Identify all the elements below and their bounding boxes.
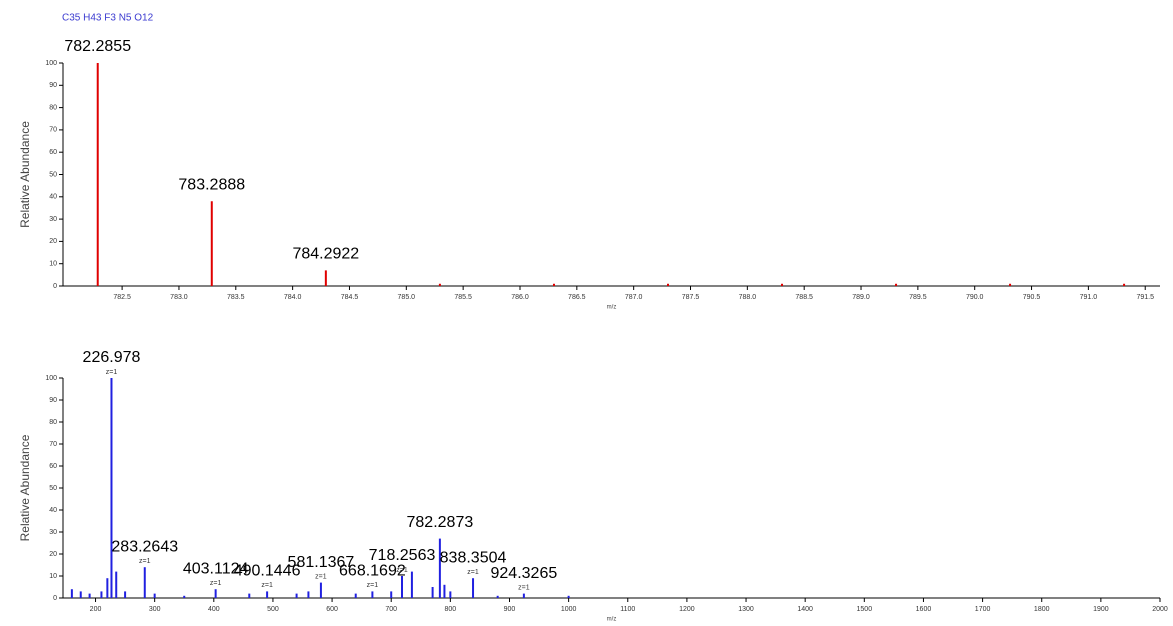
- x-tick-label: 2000: [1152, 606, 1168, 613]
- peak-label: 838.3504: [440, 549, 507, 566]
- x-tick-label: 786.0: [511, 294, 529, 301]
- y-tick-label: 80: [49, 419, 57, 426]
- x-tick-label: 1400: [797, 606, 813, 613]
- charge-label: z=1: [367, 582, 379, 589]
- charge-label: z=1: [315, 573, 327, 580]
- x-tick-label: 788.0: [739, 294, 757, 301]
- charge-label: z=1: [106, 369, 118, 376]
- x-tick-label: 782.5: [113, 294, 131, 301]
- x-tick-label: 785.5: [454, 294, 472, 301]
- x-tick-label: 400: [208, 606, 220, 613]
- peak-label: 782.2855: [64, 38, 131, 55]
- x-tick-label: 785.0: [398, 294, 416, 301]
- peak-label: 581.1367: [288, 554, 355, 571]
- x-tick-label: 786.5: [568, 294, 586, 301]
- y-tick-label: 0: [53, 595, 57, 602]
- y-tick-label: 50: [49, 485, 57, 492]
- x-tick-label: 1600: [916, 606, 932, 613]
- charge-label: z=1: [396, 567, 408, 574]
- x-tick-label: 783.0: [170, 294, 188, 301]
- charge-label: z=1: [467, 569, 479, 576]
- x-tick-label: 784.5: [341, 294, 359, 301]
- x-tick-label: 1300: [738, 606, 754, 613]
- y-tick-label: 20: [49, 551, 57, 558]
- x-tick-label: 1100: [620, 606, 635, 613]
- x-tick-label: 784.0: [284, 294, 302, 301]
- x-tick-label: 900: [504, 606, 516, 613]
- peak-label: 924.3265: [491, 565, 558, 582]
- y-tick-label: 100: [45, 60, 57, 67]
- y-axis-title: Relative Abundance: [18, 434, 32, 541]
- y-tick-label: 10: [49, 573, 57, 580]
- y-tick-label: 80: [49, 104, 57, 111]
- peak-label: 490.1446: [234, 563, 301, 580]
- y-tick-label: 70: [49, 127, 57, 134]
- y-tick-label: 0: [53, 283, 57, 290]
- x-tick-label: 783.5: [227, 294, 245, 301]
- peak-label: 782.2873: [407, 514, 474, 531]
- y-axis-title: Relative Abundance: [18, 121, 32, 228]
- y-tick-label: 50: [49, 171, 57, 178]
- y-tick-label: 70: [49, 441, 57, 448]
- x-tick-label: 600: [326, 606, 338, 613]
- formula-title: C35 H43 F3 N5 O12: [62, 13, 154, 24]
- y-tick-label: 90: [49, 397, 57, 404]
- peak-label: 283.2643: [111, 538, 178, 555]
- x-tick-label: 1000: [561, 606, 577, 613]
- x-tick-label: 790.5: [1023, 294, 1041, 301]
- x-tick-label: 791.0: [1080, 294, 1098, 301]
- peak-label: 783.2888: [178, 176, 245, 193]
- x-tick-label: 789.0: [852, 294, 870, 301]
- peak-label: 668.1692: [339, 563, 406, 580]
- x-axis-title: m/z: [607, 617, 617, 623]
- x-tick-label: 788.5: [795, 294, 813, 301]
- peak-label: 403.1124: [183, 560, 249, 577]
- charge-label: z=1: [139, 558, 151, 565]
- x-tick-label: 1800: [1034, 606, 1050, 613]
- x-tick-label: 500: [267, 606, 279, 613]
- x-tick-label: 200: [90, 606, 102, 613]
- y-tick-label: 30: [49, 216, 57, 223]
- x-tick-label: 1500: [857, 606, 873, 613]
- charge-label: z=1: [261, 582, 273, 589]
- x-tick-label: 787.0: [625, 294, 643, 301]
- x-tick-label: 787.5: [682, 294, 700, 301]
- peak-label: 718.2563: [369, 547, 436, 564]
- y-tick-label: 60: [49, 463, 57, 470]
- y-tick-label: 90: [49, 82, 57, 89]
- y-tick-label: 40: [49, 507, 57, 514]
- x-tick-label: 1700: [975, 606, 991, 613]
- peak-label: 226.978: [83, 349, 141, 366]
- charge-label: z=1: [210, 580, 222, 587]
- x-tick-label: 700: [385, 606, 397, 613]
- y-tick-label: 30: [49, 529, 57, 536]
- x-axis-title: m/z: [607, 305, 617, 311]
- y-tick-label: 60: [49, 149, 57, 156]
- x-tick-label: 790.0: [966, 294, 984, 301]
- x-tick-label: 791.5: [1136, 294, 1154, 301]
- x-tick-label: 1200: [679, 606, 695, 613]
- x-tick-label: 300: [149, 606, 161, 613]
- y-tick-label: 100: [45, 375, 57, 382]
- x-tick-label: 800: [445, 606, 457, 613]
- peak-label: 784.2922: [292, 246, 359, 263]
- x-tick-label: 789.5: [909, 294, 927, 301]
- y-tick-label: 10: [49, 261, 57, 268]
- x-tick-label: 1900: [1093, 606, 1109, 613]
- y-tick-label: 20: [49, 238, 57, 245]
- charge-label: z=1: [518, 584, 530, 591]
- y-tick-label: 40: [49, 194, 57, 201]
